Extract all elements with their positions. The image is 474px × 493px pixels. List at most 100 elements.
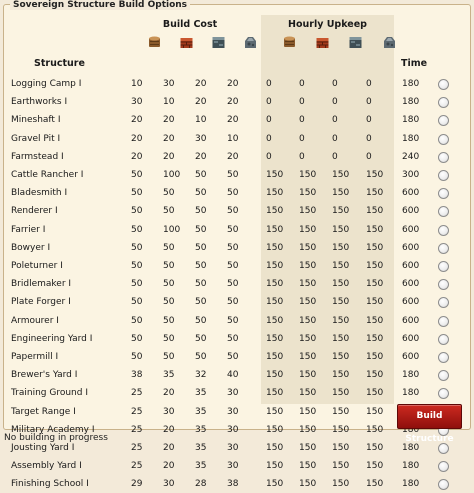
structure-name: Logging Camp I xyxy=(11,79,82,89)
structure-select-radio[interactable] xyxy=(438,479,449,491)
structure-select-radio[interactable] xyxy=(438,388,449,400)
upkeep-value: 150 xyxy=(366,279,384,290)
build-cost-value: 50 xyxy=(195,279,207,290)
brick-icon xyxy=(316,35,329,49)
build-cost-value: 20 xyxy=(163,133,175,144)
upkeep-value: 0 xyxy=(266,133,272,144)
build-cost-value: 20 xyxy=(131,133,143,144)
wood-icon xyxy=(283,35,296,49)
upkeep-value: 150 xyxy=(366,261,384,271)
upkeep-value: 150 xyxy=(366,224,384,235)
structure-select-radio[interactable] xyxy=(438,261,449,272)
build-time-value: 300 xyxy=(402,170,420,180)
table-row: Brewer's Yard I 38 35 32 40 150 150 150 150 180 xyxy=(4,366,470,384)
build-cost-value: 50 xyxy=(131,261,143,271)
build-cost-value: 25 xyxy=(131,424,143,435)
upkeep-value: 150 xyxy=(366,206,384,217)
build-cost-value: 50 xyxy=(163,297,175,308)
build-time-value: 600 xyxy=(402,261,420,271)
table-row: Poleturner I 50 50 50 50 150 150 150 150 600 xyxy=(4,257,470,275)
upkeep-value: 0 xyxy=(366,151,372,162)
upkeep-value: 150 xyxy=(299,188,317,199)
structure-select-radio[interactable] xyxy=(438,461,449,473)
structure-select-radio[interactable] xyxy=(438,97,449,109)
upkeep-value: 0 xyxy=(332,115,338,126)
upkeep-value: 150 xyxy=(332,479,350,490)
structure-select-radio[interactable] xyxy=(438,151,449,163)
structure-name: Armourer I xyxy=(11,315,59,326)
structure-select-radio[interactable] xyxy=(438,297,449,309)
build-cost-value: 50 xyxy=(227,315,239,326)
upkeep-value: 150 xyxy=(299,261,317,271)
upkeep-value: 150 xyxy=(299,279,317,290)
upkeep-value: 0 xyxy=(366,133,372,144)
structure-select-radio[interactable] xyxy=(438,242,449,254)
build-cost-value: 35 xyxy=(195,424,207,435)
upkeep-value: 150 xyxy=(366,188,384,199)
build-time-value: 180 xyxy=(402,370,420,381)
build-time-value: 600 xyxy=(402,188,420,199)
structure-select-radio[interactable] xyxy=(438,224,449,236)
build-cost-value: 50 xyxy=(131,297,143,308)
upkeep-value: 150 xyxy=(266,297,284,308)
build-cost-value: 20 xyxy=(163,461,175,472)
upkeep-value: 0 xyxy=(299,97,305,108)
build-cost-value: 25 xyxy=(131,443,143,453)
build-cost-value: 20 xyxy=(195,97,207,108)
brick-icon xyxy=(180,35,193,49)
upkeep-value: 150 xyxy=(366,242,384,253)
structure-select-radio[interactable] xyxy=(438,315,449,327)
upkeep-value: 0 xyxy=(332,97,338,108)
structure-select-radio[interactable] xyxy=(438,279,449,291)
build-time-value: 600 xyxy=(402,206,420,217)
build-cost-value: 50 xyxy=(227,170,239,180)
table-row: Finishing School I 29 30 28 38 150 150 150 150 18… xyxy=(4,475,470,493)
upkeep-value: 0 xyxy=(299,151,305,162)
build-cost-value: 50 xyxy=(163,279,175,290)
structure-select-radio[interactable] xyxy=(438,133,449,145)
table-row: Bowyer I 50 50 50 50 150 150 150 150 600 xyxy=(4,239,470,257)
structure-select-radio[interactable] xyxy=(438,333,449,345)
build-time-value: 240 xyxy=(402,151,420,162)
structure-select-radio[interactable] xyxy=(438,370,449,382)
structure-select-radio[interactable] xyxy=(438,206,449,218)
build-cost-value: 50 xyxy=(227,261,239,271)
build-cost-value: 50 xyxy=(227,242,239,253)
table-row: Gravel Pit I 20 20 30 10 0 0 0 0 180 xyxy=(4,130,470,148)
upkeep-value: 0 xyxy=(266,151,272,162)
structure-select-radio[interactable] xyxy=(438,352,449,363)
structure-select-radio[interactable] xyxy=(438,188,449,200)
build-cost-value: 50 xyxy=(195,206,207,217)
structure-name: Papermill I xyxy=(11,352,59,362)
build-cost-value: 40 xyxy=(227,370,239,381)
upkeep-value: 150 xyxy=(332,406,350,417)
build-structure-button[interactable]: Build Structure xyxy=(397,404,462,444)
upkeep-value: 150 xyxy=(366,406,384,417)
structure-name: Bridlemaker I xyxy=(11,279,72,290)
structure-select-radio[interactable] xyxy=(438,170,449,181)
upkeep-value: 150 xyxy=(266,261,284,271)
upkeep-value: 150 xyxy=(299,461,317,472)
upkeep-value: 150 xyxy=(366,297,384,308)
structure-name: Bladesmith I xyxy=(11,188,68,199)
build-cost-value: 30 xyxy=(131,97,143,108)
upkeep-value: 150 xyxy=(266,461,284,472)
build-cost-value: 35 xyxy=(195,443,207,453)
upkeep-value: 0 xyxy=(266,115,272,126)
build-cost-value: 35 xyxy=(195,388,207,399)
upkeep-value: 150 xyxy=(299,297,317,308)
table-row: Bridlemaker I 50 50 50 50 150 150 150 150 600 xyxy=(4,275,470,293)
build-cost-value: 32 xyxy=(195,370,207,381)
table-row: Engineering Yard I 50 50 50 50 150 150 150 150 60… xyxy=(4,330,470,348)
build-cost-header: Build Cost xyxy=(162,19,218,30)
build-cost-value: 35 xyxy=(163,370,175,381)
structure-select-radio[interactable] xyxy=(438,79,449,90)
upkeep-value: 0 xyxy=(366,97,372,108)
upkeep-value: 150 xyxy=(299,242,317,253)
build-cost-value: 50 xyxy=(131,279,143,290)
structure-select-radio[interactable] xyxy=(438,115,449,127)
build-cost-value: 30 xyxy=(195,133,207,144)
structure-name: Farrier I xyxy=(11,224,46,235)
build-time-value: 600 xyxy=(402,224,420,235)
build-time-value: 180 xyxy=(402,421,419,439)
